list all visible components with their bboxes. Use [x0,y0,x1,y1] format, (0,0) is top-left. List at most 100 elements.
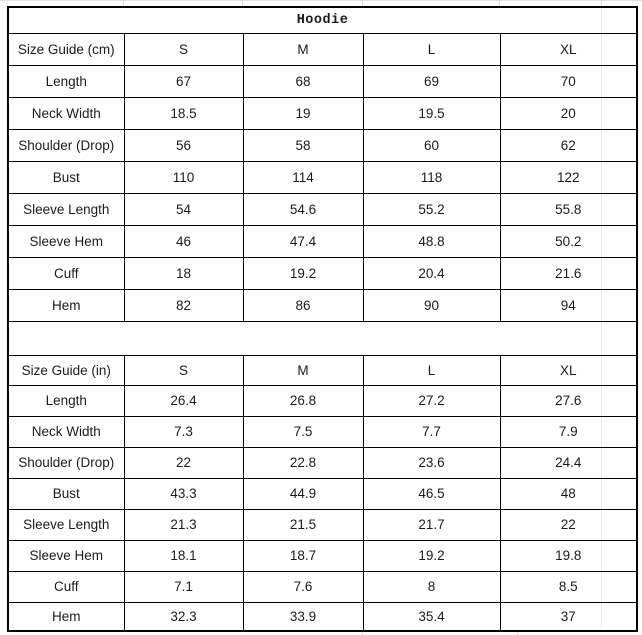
row-label-cell: Hem [7,601,125,632]
gridline-tick [362,0,363,6]
value-cell: 22.8 [242,446,364,479]
data-row: Sleeve Length 54 54.6 55.2 55.8 [7,192,638,226]
value-cell: 7.6 [242,570,364,603]
row-label-cell: Sleeve Hem [7,224,125,258]
size-column-header-cell: M [242,32,364,66]
value-cell: 18 [123,256,244,290]
value-cell: 19.2 [362,539,501,572]
value-cell: 46 [123,224,244,258]
value-cell: 50.2 [499,224,638,258]
value-cell: 90 [362,288,501,322]
size-guide-header-cell: Size Guide (cm) [7,32,125,66]
data-row: Shoulder (Drop) 56 58 60 62 [7,128,638,162]
data-row: Length 26.4 26.8 27.2 27.6 [7,384,638,417]
value-cell: 21.5 [242,508,364,541]
value-cell: 22 [499,508,638,541]
value-cell: 37 [499,601,638,632]
value-cell: 19.8 [499,539,638,572]
value-cell: 19 [242,96,364,130]
spacer-cell [7,320,638,356]
value-cell: 18.1 [123,539,244,572]
value-cell: 56 [123,128,244,162]
value-cell: 47.4 [242,224,364,258]
value-cell: 8.5 [499,570,638,603]
value-cell: 18.5 [123,96,244,130]
size-column-header-cell: L [362,354,501,386]
value-cell: 26.8 [242,384,364,417]
data-row: Hem 32.3 33.9 35.4 37 [7,601,638,632]
size-chart-table: Hoodie Size Guide (cm) S M L XL Length 67 68 69 7… [7,6,639,632]
value-cell: 94 [499,288,638,322]
data-row: Sleeve Length 21.3 21.5 21.7 22 [7,508,638,541]
value-cell: 35.4 [362,601,501,632]
chart-title: Hoodie [7,6,638,34]
sheet-gridline-top [0,0,642,1]
spacer-row [7,320,638,356]
data-row: Cuff 7.1 7.6 8 8.5 [7,570,638,603]
row-label-cell: Neck Width [7,415,125,448]
gridline-tick [499,0,500,6]
value-cell: 54 [123,192,244,226]
value-cell: 7.7 [362,415,501,448]
value-cell: 54.6 [242,192,364,226]
row-label-cell: Shoulder (Drop) [7,446,125,479]
value-cell: 122 [499,160,638,194]
value-cell: 7.1 [123,570,244,603]
title-row: Hoodie [7,6,638,34]
header-row: Size Guide (in) S M L XL [7,354,638,386]
value-cell: 21.6 [499,256,638,290]
size-column-header-cell: XL [499,354,638,386]
value-cell: 22 [123,446,244,479]
data-row: Cuff 18 19.2 20.4 21.6 [7,256,638,290]
value-cell: 18.7 [242,539,364,572]
value-cell: 68 [242,64,364,98]
data-row: Bust 43.3 44.9 46.5 48 [7,477,638,510]
data-row: Neck Width 18.5 19 19.5 20 [7,96,638,130]
row-label-cell: Bust [7,477,125,510]
value-cell: 110 [123,160,244,194]
value-cell: 7.3 [123,415,244,448]
gridline-tick [242,0,243,6]
row-label-cell: Cuff [7,256,125,290]
value-cell: 48.8 [362,224,501,258]
value-cell: 114 [242,160,364,194]
value-cell: 44.9 [242,477,364,510]
data-row: Sleeve Hem 18.1 18.7 19.2 19.8 [7,539,638,572]
gridline-tick [123,0,124,6]
value-cell: 24.4 [499,446,638,479]
value-cell: 26.4 [123,384,244,417]
size-column-header-cell: XL [499,32,638,66]
data-row: Neck Width 7.3 7.5 7.7 7.9 [7,415,638,448]
value-cell: 20.4 [362,256,501,290]
gridline-tick [517,630,518,635]
row-label-cell: Bust [7,160,125,194]
value-cell: 55.2 [362,192,501,226]
value-cell: 60 [362,128,501,162]
row-label-cell: Shoulder (Drop) [7,128,125,162]
value-cell: 19.2 [242,256,364,290]
data-row: Shoulder (Drop) 22 22.8 23.6 24.4 [7,446,638,479]
row-label-cell: Hem [7,288,125,322]
row-label-cell: Sleeve Hem [7,539,125,572]
value-cell: 118 [362,160,501,194]
value-cell: 48 [499,477,638,510]
row-label-cell: Sleeve Length [7,192,125,226]
value-cell: 86 [242,288,364,322]
data-row: Sleeve Hem 46 47.4 48.8 50.2 [7,224,638,258]
value-cell: 55.8 [499,192,638,226]
data-row: Length 67 68 69 70 [7,64,638,98]
data-row: Bust 110 114 118 122 [7,160,638,194]
value-cell: 70 [499,64,638,98]
value-cell: 43.3 [123,477,244,510]
value-cell: 82 [123,288,244,322]
value-cell: 8 [362,570,501,603]
value-cell: 58 [242,128,364,162]
size-column-header-cell: S [123,354,244,386]
gridline-tick [601,0,602,6]
value-cell: 7.5 [242,415,364,448]
row-label-cell: Cuff [7,570,125,603]
size-column-header-cell: S [123,32,244,66]
size-guide-header-cell: Size Guide (in) [7,354,125,386]
row-label-cell: Length [7,64,125,98]
